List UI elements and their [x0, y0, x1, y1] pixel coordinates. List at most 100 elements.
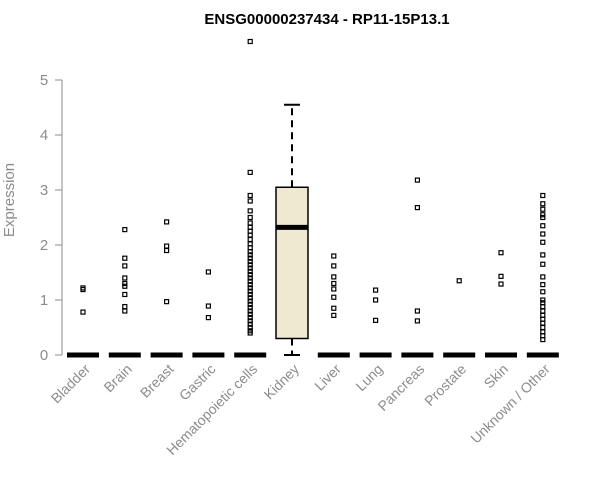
y-tick-label: 1	[40, 292, 48, 309]
y-axis: 0 1 2 3 4 5	[40, 72, 63, 364]
outlier-point	[540, 206, 546, 212]
outlier-point	[540, 289, 546, 295]
outlier-point	[205, 315, 211, 321]
outlier-point	[540, 337, 546, 343]
outlier-point	[122, 227, 128, 233]
outlier-point	[80, 309, 86, 315]
plot-area	[67, 38, 559, 358]
box-prostate	[443, 278, 476, 358]
box-unknown-other	[526, 192, 559, 358]
outlier-point	[331, 305, 337, 311]
outlier-point	[331, 253, 337, 259]
outlier-point	[247, 291, 253, 298]
outlier-point	[414, 318, 420, 324]
x-tick-label: Breast	[137, 361, 177, 401]
y-tick-label: 0	[40, 347, 48, 364]
outlier-point	[122, 291, 128, 298]
outlier-point	[414, 205, 420, 211]
box-kidney	[275, 103, 309, 356]
outlier-point	[456, 278, 462, 284]
outlier-point	[540, 212, 546, 218]
outlier-point	[373, 287, 379, 293]
x-tick-label: Kidney	[261, 361, 303, 403]
outlier-point	[247, 308, 253, 314]
outlier-point	[247, 192, 253, 199]
outlier-point	[122, 283, 128, 289]
outlier-point	[247, 252, 253, 258]
outlier-point	[540, 297, 546, 303]
outlier-point	[373, 297, 379, 303]
x-tick-label: Prostate	[421, 361, 469, 409]
outlier-point	[414, 177, 420, 183]
x-tick-label: Unknown / Other	[467, 361, 553, 447]
outlier-point	[540, 231, 546, 237]
y-tick-label: 4	[40, 127, 48, 144]
outlier-point	[247, 315, 253, 321]
outlier-point	[498, 273, 504, 279]
outlier-point	[205, 269, 211, 275]
outlier-point	[122, 255, 128, 261]
outlier-point	[540, 214, 546, 221]
y-tick-label: 2	[40, 237, 48, 254]
outlier-point	[247, 169, 253, 175]
box-breast	[150, 219, 183, 358]
outlier-point	[247, 318, 253, 324]
outlier-point	[247, 275, 253, 281]
outlier-point	[247, 258, 253, 265]
y-axis-label: Expression	[1, 163, 18, 237]
chart-title: ENSG00000237434 - RP11-15P13.1	[204, 11, 449, 28]
outlier-point	[498, 281, 504, 287]
x-tick-label: Liver	[311, 361, 344, 394]
outlier-point	[247, 262, 253, 268]
x-tick-label: Skin	[481, 361, 512, 392]
outlier-point	[331, 280, 337, 287]
y-tick-label: 3	[40, 182, 48, 199]
outlier-point	[331, 274, 337, 280]
outlier-point	[540, 282, 546, 288]
outlier-point	[540, 239, 546, 245]
outlier-point	[247, 272, 253, 278]
outlier-point	[247, 301, 253, 307]
outlier-point	[540, 274, 546, 280]
outlier-point	[247, 198, 253, 204]
outlier-point	[164, 243, 170, 249]
outlier-point	[540, 192, 546, 199]
box-skin	[485, 250, 517, 358]
outlier-point	[247, 236, 253, 243]
outlier-point	[247, 220, 253, 226]
outlier-point	[247, 305, 253, 311]
box-liver	[317, 253, 350, 358]
outlier-point	[122, 275, 128, 281]
outlier-point	[540, 201, 546, 207]
outlier-point	[247, 298, 253, 304]
outlier-point	[122, 280, 128, 287]
outlier-point	[164, 219, 170, 225]
x-tick-label: Bladder	[48, 361, 94, 407]
outlier-point	[540, 252, 546, 258]
outlier-point	[164, 247, 170, 254]
box-lung	[359, 287, 392, 358]
x-tick-label: Brain	[100, 361, 134, 395]
outlier-point	[498, 250, 504, 256]
outlier-point	[331, 286, 337, 292]
outlier-point	[247, 288, 253, 294]
outlier-point	[122, 304, 128, 310]
box-brain	[108, 227, 141, 358]
outlier-point	[247, 268, 253, 274]
outlier-point	[331, 294, 337, 300]
outlier-point	[373, 317, 379, 323]
outlier-point	[247, 311, 253, 317]
outlier-point	[247, 265, 253, 271]
outlier-point	[247, 38, 253, 45]
outlier-point	[247, 285, 253, 291]
outlier-point	[247, 282, 253, 288]
outlier-point	[540, 324, 546, 331]
x-tick-label: Lung	[352, 361, 385, 394]
box-pancreas	[401, 177, 434, 358]
outlier-point	[247, 321, 253, 327]
outlier-point	[331, 312, 337, 318]
box-gastric	[192, 269, 225, 358]
outlier-point	[540, 308, 546, 314]
